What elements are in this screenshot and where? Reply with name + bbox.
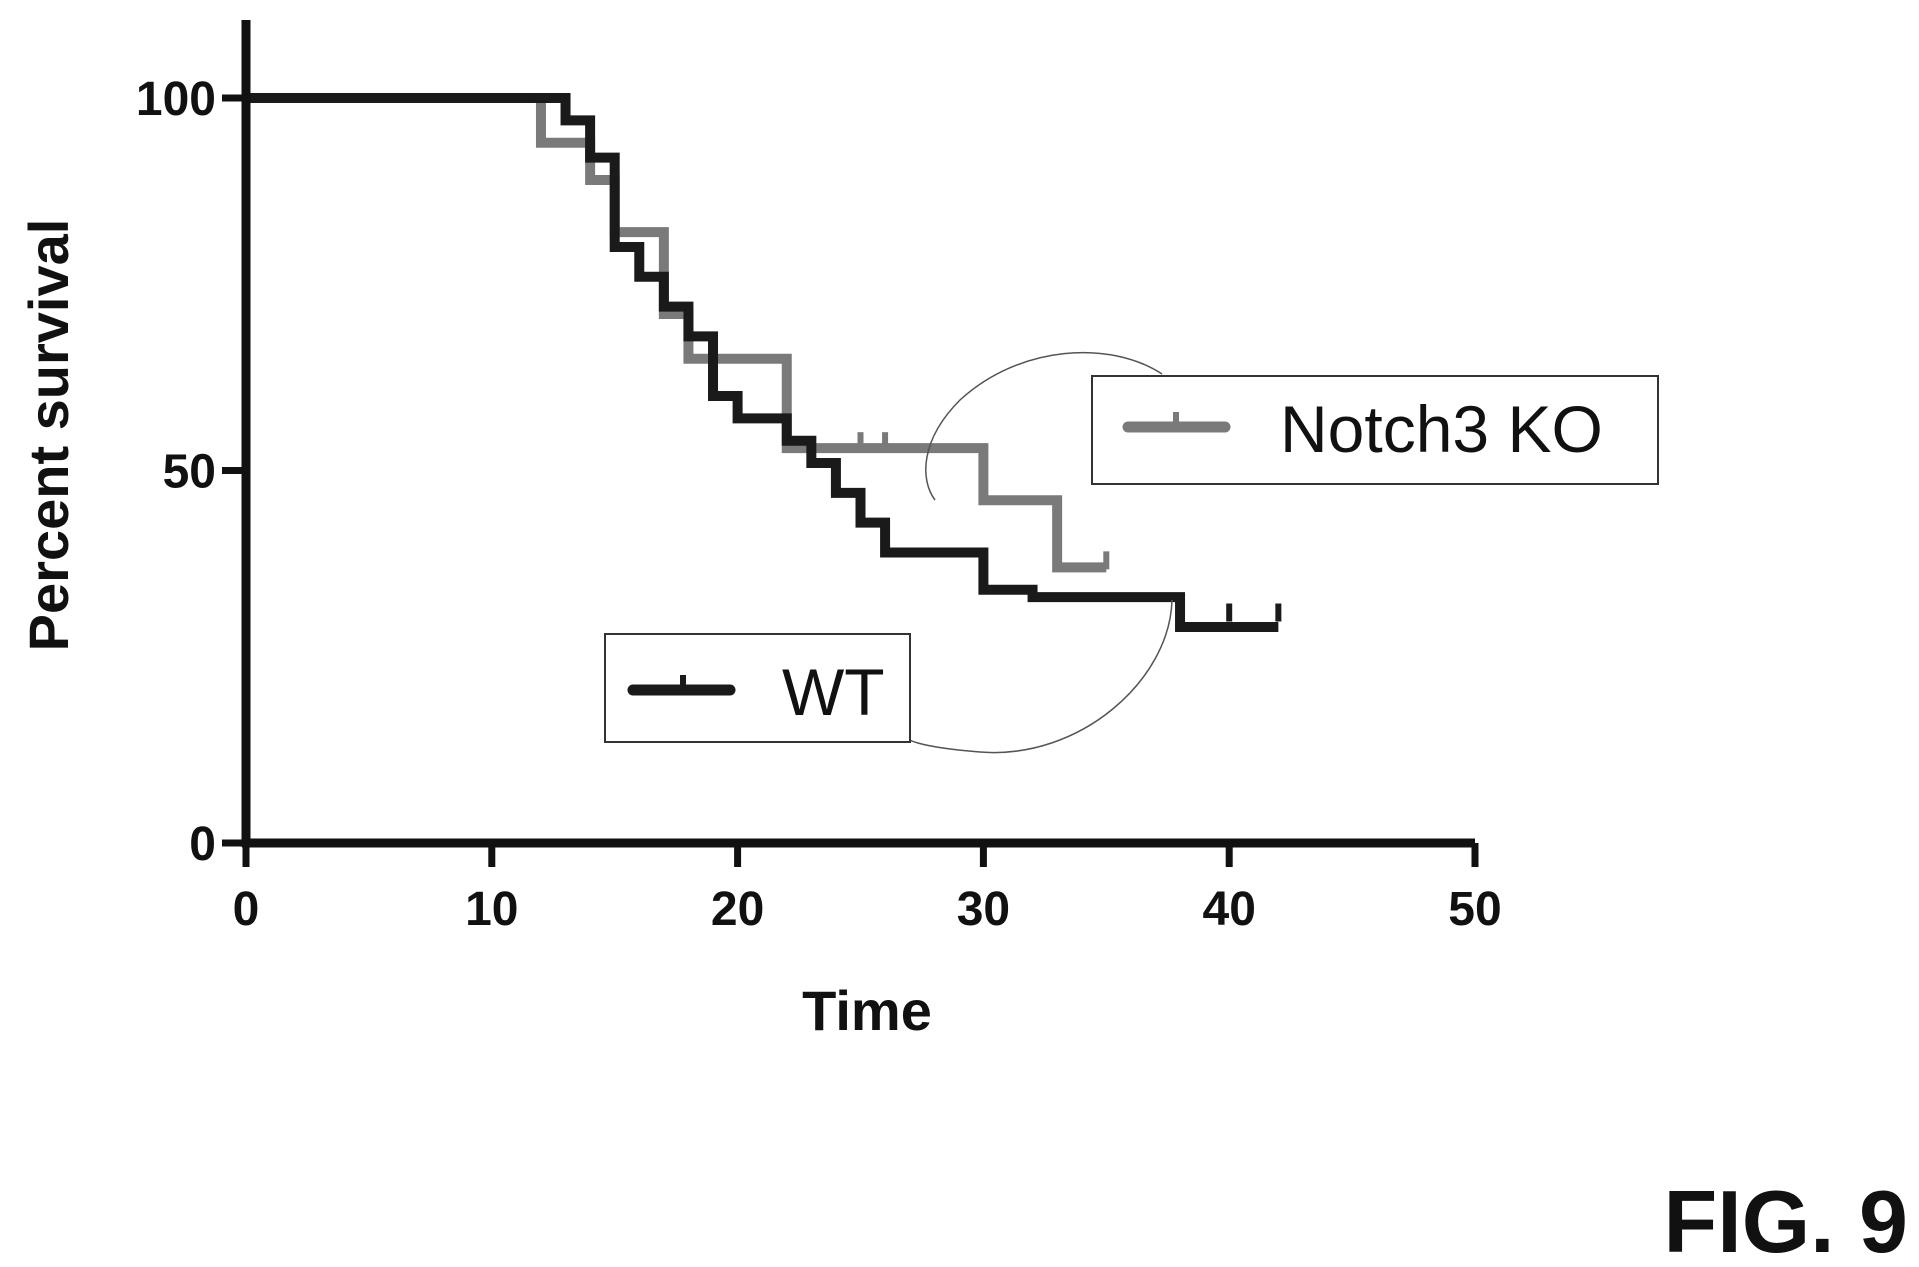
annotation-ellipse (903, 351, 1173, 754)
y-tick-label-0: 0 (189, 818, 216, 871)
axes-layer: 0 10 20 30 40 50 0 50 100 (136, 20, 1502, 936)
legend-notch3ko: Notch3 KO (1091, 375, 1659, 485)
annotation-layer (903, 351, 1173, 754)
x-tick-label-0: 0 (233, 883, 260, 936)
legend-wt: WT (604, 633, 911, 743)
x-tick-label-2: 20 (711, 883, 764, 936)
x-tick-label-5: 50 (1448, 883, 1501, 936)
y-tick-label-1: 50 (163, 446, 216, 499)
series-layer (246, 93, 1282, 632)
x-tick-label-3: 30 (957, 883, 1010, 936)
series-line-notch3-ko (246, 93, 1107, 573)
x-tick-label-1: 10 (465, 883, 518, 936)
y-axis-label: Percent survival (17, 219, 80, 652)
x-tick-label-4: 40 (1203, 883, 1256, 936)
series-line-wt (246, 93, 1279, 632)
legend-notch3ko-label: Notch3 KO (1280, 392, 1603, 466)
legend-wt-label: WT (782, 655, 885, 729)
y-tick-label-2: 100 (136, 73, 216, 126)
figure-label: FIG. 9 (1664, 1172, 1909, 1267)
x-axis-label: Time (802, 979, 932, 1042)
